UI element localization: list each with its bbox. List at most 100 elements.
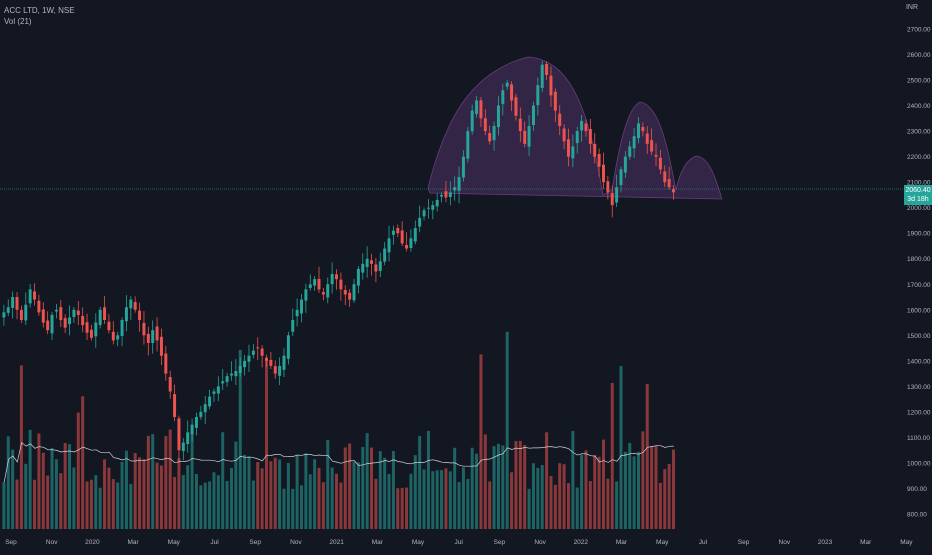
volume-bar: [177, 458, 181, 529]
y-tick-label: 1700.00: [907, 282, 931, 289]
volume-bar: [286, 463, 290, 529]
candle-body: [335, 274, 338, 280]
volume-bar: [387, 474, 391, 529]
volume-bar: [33, 479, 37, 529]
volume-bar: [133, 452, 137, 529]
volume-bar: [641, 431, 645, 529]
volume-moving-average: [3, 441, 674, 483]
candle-body: [273, 366, 277, 374]
volume-bar: [181, 475, 185, 529]
candle-body: [562, 128, 566, 142]
candle-body: [628, 146, 632, 157]
candle-body: [536, 85, 540, 106]
symbol-label[interactable]: ACC LTD, 1W, NSE: [4, 6, 75, 15]
volume-bar: [208, 481, 212, 529]
candle-body: [593, 143, 597, 157]
candle-body: [278, 365, 282, 376]
candle-body: [124, 307, 128, 322]
candle-body: [488, 133, 492, 142]
candlesticks: [2, 60, 675, 463]
volume-bar: [444, 468, 448, 529]
candle-body: [24, 304, 28, 321]
candle-body: [190, 424, 194, 435]
candle-body: [155, 326, 159, 341]
candle-body: [558, 113, 562, 126]
candle-body: [120, 320, 124, 336]
volume-bar: [356, 462, 360, 529]
volume-bar: [234, 441, 238, 529]
candle-body: [365, 258, 369, 268]
volume-bar: [496, 443, 500, 529]
candle-body: [597, 154, 601, 167]
volume-bar: [475, 453, 479, 529]
x-tick-label: May: [412, 539, 425, 546]
volume-bar: [46, 475, 50, 529]
x-tick-label: Mar: [127, 539, 139, 546]
volume-bar: [396, 488, 400, 529]
volume-bar: [501, 445, 505, 529]
y-tick-label: 2100.00: [907, 180, 931, 187]
last-price-value: 2060.40: [905, 187, 931, 194]
candle-body: [387, 238, 391, 253]
volume-bar: [492, 446, 496, 529]
candle-body: [457, 177, 461, 191]
volume-bar: [76, 412, 80, 529]
volume-bar: [505, 331, 509, 529]
candle-body: [28, 289, 32, 304]
volume-bar: [549, 475, 553, 529]
candle-body: [33, 291, 37, 300]
volume-indicator-label[interactable]: Vol (21): [4, 17, 32, 26]
candle-body: [448, 192, 452, 198]
candle-body: [645, 133, 649, 144]
candle-body: [588, 129, 592, 144]
candle-body: [549, 75, 553, 96]
candle-body: [531, 105, 535, 126]
candle-body: [435, 200, 439, 207]
volume-bar: [426, 430, 430, 529]
candle-body: [553, 91, 557, 111]
volume-bar: [291, 488, 295, 529]
bar-countdown: 3d 18h: [907, 196, 929, 203]
y-tick-label: 1300.00: [907, 384, 931, 391]
volume-bar: [628, 442, 632, 529]
volume-bar: [59, 473, 63, 529]
candle-body: [339, 279, 343, 290]
time-axis[interactable]: Sep Nov 2020 Mar May Jul Sep Nov 2021 Mar May Jul Se…: [5, 539, 913, 546]
price-axis[interactable]: 2700.00 2600.00 2500.00 2400.00 2300.00 2200.…: [907, 27, 931, 519]
candle-body: [68, 317, 72, 325]
x-tick-label: Sep: [5, 539, 17, 546]
volume-bar: [470, 447, 474, 529]
volume-bar: [461, 467, 465, 529]
volume-bar: [326, 439, 330, 529]
candle-body: [212, 391, 216, 394]
volume-bar: [335, 473, 338, 529]
candle-body: [374, 264, 378, 272]
candle-body: [286, 335, 290, 359]
candle-body: [370, 260, 374, 264]
candle-body: [269, 359, 273, 366]
volume-bar: [317, 467, 321, 529]
candle-body: [540, 64, 544, 89]
x-tick-label: 2023: [818, 539, 833, 546]
volume-bar: [151, 434, 155, 529]
volume-bar: [637, 451, 640, 529]
volume-bar: [124, 450, 128, 529]
volume-bar: [545, 432, 549, 529]
candle-body: [151, 330, 155, 343]
volume-bar: [81, 396, 85, 529]
volume-bar: [138, 457, 142, 529]
volume-bar: [238, 349, 242, 529]
volume-bar: [321, 482, 325, 529]
y-tick-label: 800.00: [907, 512, 927, 519]
candle-body: [225, 376, 229, 382]
candle-body: [632, 136, 636, 149]
volume-bar: [339, 482, 343, 529]
volume-bar: [273, 457, 277, 529]
candle-body: [496, 105, 500, 128]
y-tick-label: 2400.00: [907, 103, 931, 110]
volume-bar: [247, 457, 251, 529]
candle-body: [133, 301, 137, 310]
volume-bar: [111, 479, 115, 529]
